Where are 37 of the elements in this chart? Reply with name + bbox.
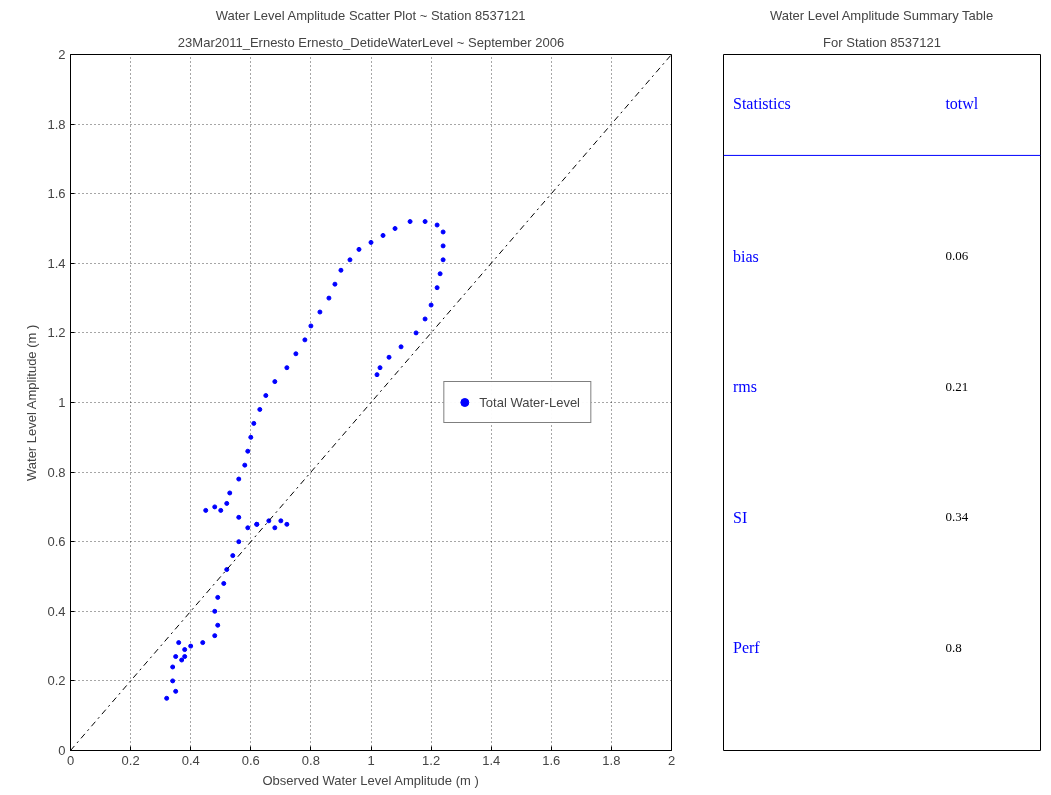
- y-tick-label: 1.6: [47, 186, 66, 202]
- legend-label: Total Water-Level: [479, 394, 580, 410]
- legend-title: Statistics: [733, 94, 791, 112]
- data-label: 0.06: [945, 248, 969, 264]
- y-axis-title: Water Level Amplitude (m ): [24, 324, 40, 481]
- x-tick-label: 0.2: [121, 752, 140, 768]
- x-tick-label: 1.6: [542, 752, 561, 768]
- y-tick-label: 1.4: [47, 255, 66, 271]
- chart-subtitle: 23Mar2011_Ernesto Ernesto_DetideWaterLevel ~ September 2006: [177, 34, 565, 50]
- x-tick-label: 0.8: [301, 752, 320, 768]
- y-tick-label: 2: [58, 47, 66, 62]
- x-tick-label: 2: [667, 752, 676, 768]
- category-label: Perf: [733, 639, 761, 657]
- category-label: rms: [733, 378, 758, 396]
- y-tick-label: 0.8: [47, 464, 66, 480]
- x-tick-label: 1.2: [422, 752, 441, 768]
- x-tick-label: 1.8: [602, 752, 621, 768]
- text: Water Level Amplitude Summary Table: [769, 7, 994, 23]
- y-tick-label: 1.2: [47, 325, 66, 341]
- data-label: 0.34: [945, 509, 969, 525]
- y-tick-label: 1.8: [47, 116, 66, 132]
- category-label: SI: [733, 508, 748, 526]
- y-tick-label: 0.2: [47, 673, 66, 689]
- x-tick-label: 1.4: [482, 752, 501, 768]
- x-tick-label: 0.6: [241, 752, 260, 768]
- chart-title: Water Level Amplitude Scatter Plot ~ Station 8537121: [215, 7, 526, 23]
- y-tick-label: 0.4: [47, 603, 66, 619]
- y-tick-label: 0.6: [47, 534, 66, 550]
- legend-label: totwl: [945, 94, 979, 112]
- y-tick-label: 1: [58, 395, 66, 410]
- x-tick-label: 0.4: [181, 752, 200, 768]
- data-label: 0.21: [945, 378, 969, 394]
- x-tick-label: 1: [367, 752, 375, 768]
- data-label: 0.8: [945, 639, 962, 655]
- text: For Station 8537121: [823, 34, 941, 50]
- category-label: bias: [733, 247, 759, 265]
- x-axis-title: Observed Water Level Amplitude (m ): [262, 772, 479, 788]
